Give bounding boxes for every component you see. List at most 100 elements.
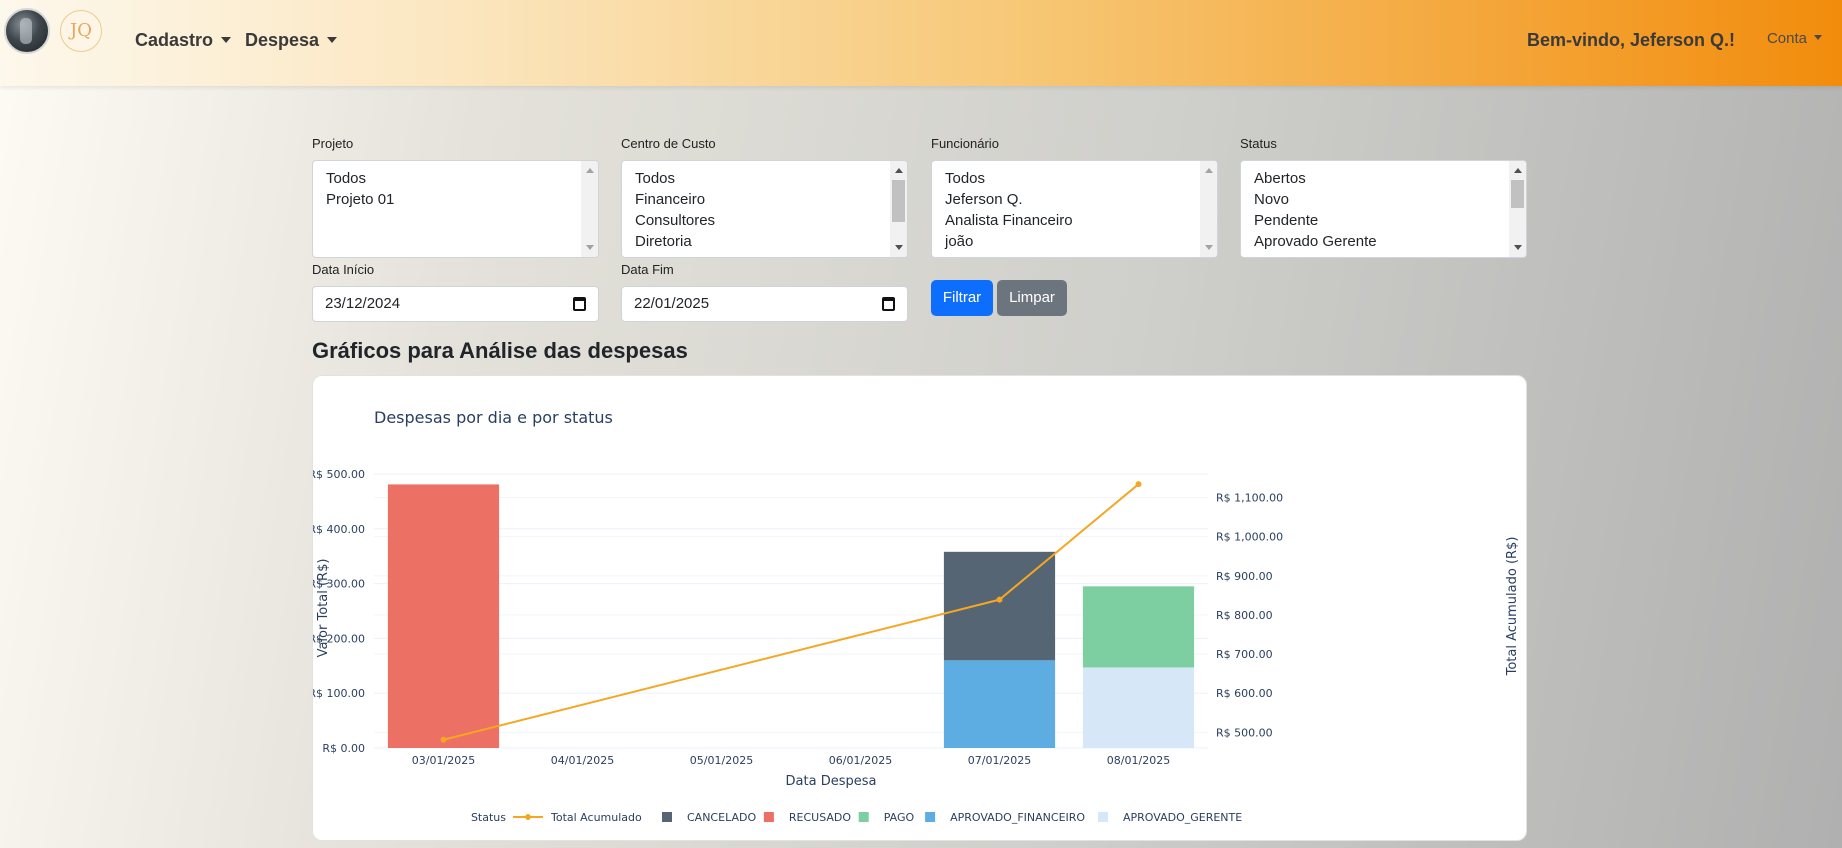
legend-item[interactable]: APROVADO_FINANCEIRO: [925, 811, 1085, 824]
legend-swatch: [925, 812, 936, 822]
limpar-button[interactable]: Limpar: [997, 280, 1067, 316]
avatar[interactable]: [4, 8, 50, 54]
legend-swatch: [763, 812, 774, 822]
scroll-up-icon[interactable]: [1514, 168, 1522, 173]
axes: R$ 0.00 R$ 100.00 R$ 200.00 R$ 300.00 R$ 400…: [308, 468, 1283, 767]
legend-item[interactable]: CANCELADO: [662, 811, 756, 824]
welcome-message: Bem-vindo, Jeferson Q.!: [1526, 30, 1735, 50]
scroll-up-icon[interactable]: [586, 168, 594, 173]
legend-swatch: [858, 812, 869, 822]
y-tick-label: R$ 300.00: [313, 578, 365, 591]
legend-label: APROVADO_GERENTE: [1123, 811, 1242, 824]
scrollbar[interactable]: [890, 161, 907, 257]
y2-tick-label: R$ 1,100.00: [1216, 491, 1283, 504]
projeto-option[interactable]: Projeto 01: [326, 191, 395, 208]
funcionario-option[interactable]: Jeferson Q.: [945, 191, 1023, 208]
scroll-down-icon[interactable]: [1205, 245, 1213, 250]
legend-label: RECUSADO: [789, 811, 852, 824]
logo[interactable]: JQ: [60, 10, 102, 52]
scrollbar[interactable]: [1509, 161, 1526, 257]
logo-text: JQ: [70, 20, 92, 41]
filtrar-button[interactable]: Filtrar: [931, 280, 993, 316]
data-inicio-value: 23/12/2024: [325, 295, 401, 312]
projeto-label: Projeto: [312, 136, 354, 151]
projeto-option[interactable]: Todos: [326, 170, 367, 187]
nav-cadastro-dropdown[interactable]: Cadastro: [135, 30, 232, 51]
chevron-down-icon: [221, 37, 232, 43]
bar-aprovado-financeiro[interactable]: [943, 660, 1056, 748]
scrollbar-thumb[interactable]: [1511, 180, 1524, 208]
status-option[interactable]: Pendente: [1254, 212, 1319, 229]
legend-marker: [525, 814, 531, 820]
y2-tick-label: R$ 500.00: [1216, 726, 1273, 739]
scrollbar-thumb[interactable]: [892, 180, 905, 222]
centro-custo-option[interactable]: Diretoria: [635, 233, 692, 250]
centro-custo-option[interactable]: Consultores: [635, 212, 716, 229]
legend-swatch: [662, 812, 672, 822]
centro-custo-option[interactable]: Todos: [635, 170, 676, 187]
cumulative-point[interactable]: [1135, 481, 1142, 488]
status-option[interactable]: Novo: [1254, 191, 1290, 208]
data-fim-input[interactable]: 22/01/2025: [621, 286, 908, 322]
x-tick-label: 04/01/2025: [551, 754, 614, 767]
cumulative-point[interactable]: [996, 596, 1003, 603]
cumulative-line: [440, 481, 1142, 743]
scroll-down-icon[interactable]: [1514, 245, 1522, 250]
scroll-down-icon[interactable]: [895, 245, 903, 250]
status-option[interactable]: Aprovado Gerente: [1254, 233, 1377, 250]
x-tick-label: 06/01/2025: [829, 754, 892, 767]
status-options: Abertos Novo Pendente Aprovado Gerente: [1254, 168, 1377, 252]
projeto-select[interactable]: Todos Projeto 01: [312, 160, 599, 258]
data-fim-value: 22/01/2025: [634, 295, 710, 312]
calendar-icon[interactable]: [573, 297, 586, 311]
section-title: Gráficos para Análise das despesas: [312, 338, 688, 363]
chevron-down-icon: [1814, 35, 1822, 40]
funcionario-option[interactable]: joão: [945, 233, 974, 250]
scrollbar[interactable]: [1200, 161, 1217, 257]
nav-despesa-label: Despesa: [245, 30, 320, 50]
x-tick-label: 05/01/2025: [690, 754, 753, 767]
scroll-down-icon[interactable]: [586, 245, 594, 250]
y-tick-label: R$ 0.00: [322, 742, 365, 755]
bar-pago[interactable]: [1082, 586, 1195, 668]
data-fim-label: Data Fim: [621, 262, 674, 277]
scroll-up-icon[interactable]: [1205, 168, 1213, 173]
account-label: Conta: [1766, 30, 1807, 47]
navbar: JQ Cadastro Despesa Bem-vindo, Jeferson …: [0, 0, 1842, 86]
scrollbar[interactable]: [581, 161, 598, 257]
scroll-up-icon[interactable]: [895, 168, 903, 173]
nav-despesa-dropdown[interactable]: Despesa: [245, 30, 338, 51]
legend-item[interactable]: PAGO: [858, 811, 915, 824]
centro-custo-options: Todos Financeiro Consultores Diretoria: [635, 168, 715, 252]
bar-aprovado-gerente[interactable]: [1082, 667, 1195, 748]
y-tick-label: R$ 400.00: [313, 523, 365, 536]
legend-item[interactable]: APROVADO_GERENTE: [1098, 811, 1242, 824]
legend-item[interactable]: RECUSADO: [763, 811, 852, 824]
nav-cadastro-label: Cadastro: [135, 30, 214, 50]
y2-tick-label: R$ 1,000.00: [1216, 531, 1283, 544]
legend-label: PAGO: [884, 811, 915, 824]
funcionario-option[interactable]: Analista Financeiro: [945, 212, 1073, 229]
x-tick-label: 08/01/2025: [1107, 754, 1170, 767]
legend-item[interactable]: Total Acumulado: [513, 811, 642, 824]
funcionario-option[interactable]: Todos: [945, 170, 986, 187]
y2-tick-label: R$ 900.00: [1216, 570, 1273, 583]
centro-custo-select[interactable]: Todos Financeiro Consultores Diretoria: [621, 160, 908, 258]
data-inicio-label: Data Início: [312, 262, 375, 277]
centro-custo-option[interactable]: Financeiro: [635, 191, 706, 208]
y-tick-label: R$ 200.00: [313, 632, 365, 645]
status-option[interactable]: Abertos: [1254, 170, 1306, 187]
calendar-icon[interactable]: [882, 297, 895, 311]
chevron-down-icon: [327, 37, 338, 43]
y2-axis-title: Total Acumulado (R$): [1505, 537, 1520, 677]
y2-tick-label: R$ 800.00: [1216, 609, 1273, 622]
chart-title: Despesas por dia e por status: [374, 408, 613, 427]
data-inicio-input[interactable]: 23/12/2024: [312, 286, 599, 322]
account-dropdown[interactable]: Conta: [1767, 30, 1822, 47]
projeto-options: Todos Projeto 01: [326, 168, 394, 210]
centro-custo-label: Centro de Custo: [621, 136, 716, 151]
cumulative-point[interactable]: [440, 736, 447, 743]
funcionario-select[interactable]: Todos Jeferson Q. Analista Financeiro joão: [931, 160, 1218, 258]
status-select[interactable]: Abertos Novo Pendente Aprovado Gerente: [1240, 160, 1527, 258]
bar-recusado[interactable]: [387, 484, 500, 748]
